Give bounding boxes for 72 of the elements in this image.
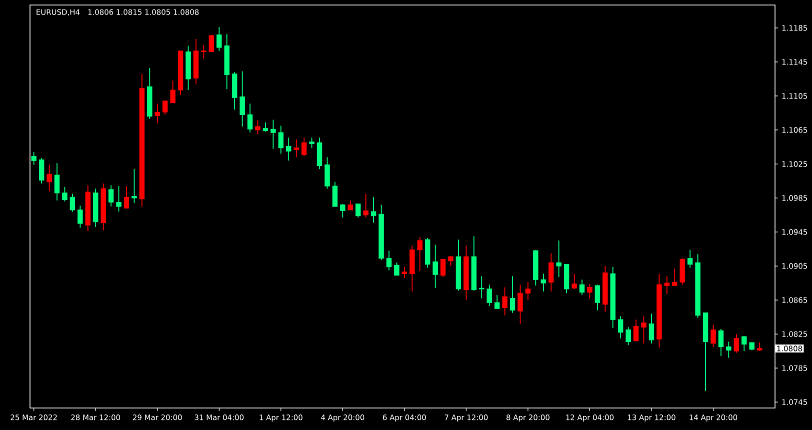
candlestick — [154, 103, 160, 124]
candlestick — [548, 252, 554, 292]
candlestick — [201, 44, 206, 60]
candlestick — [270, 119, 276, 150]
candlestick — [734, 334, 740, 354]
candlestick — [556, 240, 562, 278]
candlestick — [78, 205, 83, 228]
candlestick — [278, 125, 284, 154]
candlestick — [410, 245, 415, 292]
candlestick — [216, 26, 222, 52]
candlestick — [594, 284, 600, 311]
candlestick — [108, 184, 114, 207]
candlestick — [232, 72, 238, 110]
candlestick — [687, 249, 693, 268]
candlestick — [626, 326, 631, 346]
candlestick — [394, 262, 400, 276]
candlestick — [618, 316, 624, 339]
candlestick — [324, 156, 330, 190]
candlestick — [54, 162, 60, 201]
candlestick — [648, 313, 654, 344]
candlestick — [70, 193, 76, 212]
candlestick — [680, 258, 685, 286]
candlestick — [348, 200, 354, 210]
candlestick — [370, 196, 376, 224]
candlestick — [46, 164, 52, 192]
candlestick — [124, 186, 130, 209]
candlestick — [38, 158, 44, 184]
candlestick — [718, 328, 724, 357]
candlestick — [579, 279, 585, 296]
candlestick — [525, 282, 531, 300]
candlestick — [440, 258, 446, 278]
candlestick — [240, 70, 245, 128]
candlestick — [309, 137, 314, 148]
candlestick — [502, 286, 508, 316]
candlestick — [386, 250, 392, 271]
candlestick — [355, 204, 361, 218]
candlestick — [587, 283, 592, 299]
candlestick — [518, 284, 523, 324]
candlestick — [162, 100, 168, 116]
candlestick — [116, 186, 122, 212]
candlestick — [572, 273, 577, 290]
candlestick — [486, 284, 492, 306]
candlestick — [31, 152, 36, 166]
candlestick — [672, 268, 678, 286]
candlestick — [417, 236, 422, 272]
candlestick — [332, 181, 338, 207]
candlestick — [301, 137, 307, 157]
candlestick — [294, 138, 299, 158]
candlestick — [363, 193, 368, 218]
candlestick — [540, 273, 546, 292]
candlestick — [710, 324, 716, 348]
candlestick — [726, 341, 732, 358]
candlestick — [494, 294, 500, 309]
candlestick — [510, 276, 516, 314]
candlestick — [208, 34, 214, 52]
candlestick — [633, 319, 639, 342]
candlestick — [262, 122, 268, 132]
candlestick — [170, 80, 176, 104]
candlestick — [479, 276, 484, 299]
candlestick — [432, 244, 438, 289]
candlestick — [664, 276, 670, 295]
candlestick — [316, 137, 322, 170]
candlestick — [402, 266, 408, 278]
candlestick — [62, 186, 68, 202]
candlestick — [340, 204, 346, 218]
candlestick — [255, 119, 260, 135]
candlestick — [641, 316, 646, 344]
candlestick — [286, 137, 292, 162]
candlestick — [448, 255, 454, 266]
candlestick — [742, 336, 747, 352]
candlestick — [247, 103, 253, 133]
candlestick — [132, 168, 137, 204]
